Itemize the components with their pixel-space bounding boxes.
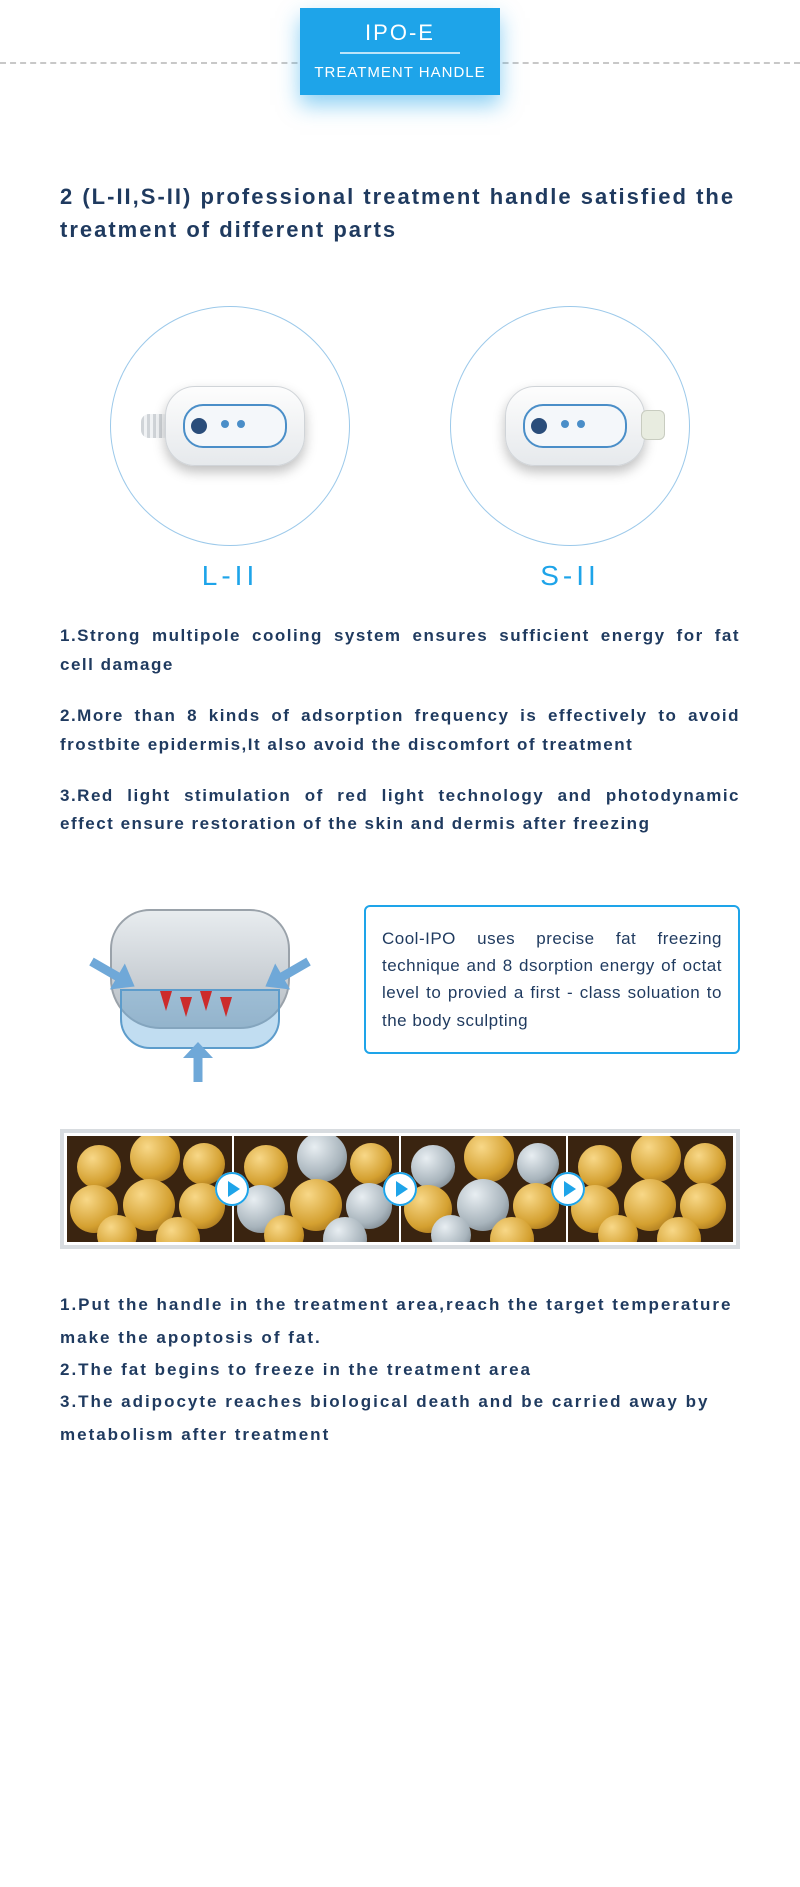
steps-list: 1.Put the handle in the treatment area,r… [60, 1289, 740, 1450]
cell-panel [568, 1136, 733, 1242]
cell-panel [401, 1136, 566, 1242]
handles-row: L-II S-II [60, 306, 740, 592]
handle-label: L-II [100, 560, 360, 592]
header-banner: IPO-E TREATMENT HANDLE [0, 0, 800, 140]
arrow-red-icon [180, 997, 192, 1017]
handle-label: S-II [440, 560, 700, 592]
arrow-red-icon [220, 997, 232, 1017]
device-illustration [485, 366, 655, 486]
cell-panel [234, 1136, 399, 1242]
feature-item: 1.Strong multipole cooling system ensure… [60, 622, 740, 680]
feature-item: 2.More than 8 kinds of adsorption freque… [60, 702, 740, 760]
main-content: 2 (L-II,S-II) professional treatment han… [0, 140, 800, 1491]
info-box: Cool-IPO uses precise fat freezing techn… [364, 905, 740, 1054]
cell-panel [67, 1136, 232, 1242]
headline-text: 2 (L-II,S-II) professional treatment han… [60, 180, 740, 246]
banner-subtitle: TREATMENT HANDLE [310, 64, 490, 81]
play-icon [383, 1172, 417, 1206]
device-illustration [145, 366, 315, 486]
handle-l2: L-II [100, 306, 360, 592]
arrow-red-icon [200, 991, 212, 1011]
mid-section: Cool-IPO uses precise fat freezing techn… [60, 879, 740, 1079]
feature-item: 3.Red light stimulation of red light tec… [60, 782, 740, 840]
play-icon [215, 1172, 249, 1206]
handle-circle [110, 306, 350, 546]
step-item: 3.The adipocyte reaches biological death… [60, 1386, 740, 1451]
cell-progression-strip [60, 1129, 740, 1249]
handle-s2: S-II [440, 306, 700, 592]
handle-circle [450, 306, 690, 546]
step-item: 2.The fat begins to freeze in the treatm… [60, 1354, 740, 1386]
title-banner: IPO-E TREATMENT HANDLE [300, 8, 500, 95]
banner-title: IPO-E [340, 20, 460, 54]
play-icon [551, 1172, 585, 1206]
cooling-diagram [60, 879, 340, 1079]
feature-list: 1.Strong multipole cooling system ensure… [60, 622, 740, 839]
step-item: 1.Put the handle in the treatment area,r… [60, 1289, 740, 1354]
arrow-red-icon [160, 991, 172, 1011]
